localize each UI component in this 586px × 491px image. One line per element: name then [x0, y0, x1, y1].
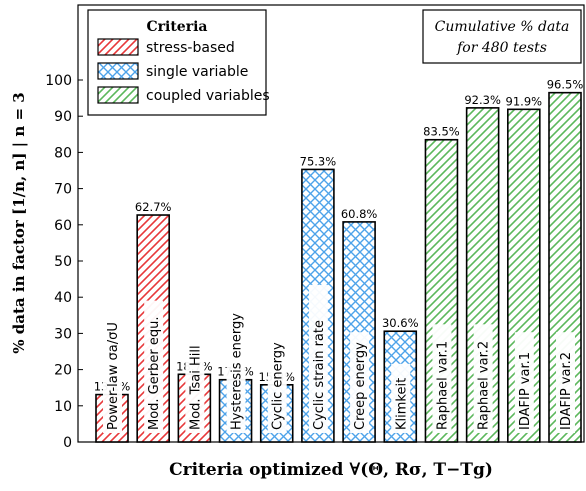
category-label: Mod. Tsai Hill — [188, 345, 203, 430]
category-label-background — [473, 324, 493, 433]
category-label-background — [350, 332, 370, 433]
legend: Criteria stress-based single variable coup… — [87, 9, 270, 116]
legend-swatch-stress — [97, 38, 139, 56]
bar-value-label: 62.7% — [135, 200, 172, 214]
legend-swatch-coupled — [97, 86, 139, 104]
category-label: IDAFIP var.1 — [518, 352, 533, 430]
legend-label: coupled variables — [146, 88, 270, 104]
y-tick-label: 30 — [54, 326, 72, 342]
bar-value-label: 30.6% — [382, 316, 419, 330]
bar-value-label: 96.5% — [547, 78, 584, 92]
category-label-background — [267, 324, 287, 433]
category-label: Creep energy — [353, 342, 368, 430]
x-axis-label: Criteria optimized ∀(Θ, Rσ, T−Tg) — [169, 460, 493, 480]
category-label: Cyclic strain rate — [312, 320, 327, 430]
bar-value-label: 83.5% — [423, 125, 460, 139]
y-tick-label: 20 — [54, 363, 72, 379]
y-tick-label: 60 — [54, 218, 72, 234]
bar-value-label: 91.9% — [506, 94, 543, 108]
annotation-frame — [422, 9, 582, 64]
category-label-background — [432, 324, 452, 433]
bar-value-label: 60.8% — [341, 207, 378, 221]
y-axis-label: % data in factor [1/n, n] | n = 3 — [10, 92, 28, 353]
category-label-background — [144, 300, 164, 433]
category-label: Raphael var.1 — [435, 341, 450, 430]
y-tick-label: 80 — [54, 145, 72, 161]
y-tick-label: 90 — [54, 109, 72, 125]
category-label: Cyclic energy — [271, 342, 286, 430]
y-tick-label: 0 — [63, 435, 72, 451]
category-label-background — [103, 308, 122, 433]
category-label-background — [391, 363, 411, 433]
y-tick-label: 10 — [54, 399, 72, 415]
bar-value-label: 75.3% — [300, 154, 337, 168]
category-label: IDAFIP var.2 — [559, 352, 574, 430]
category-label-background — [226, 292, 246, 433]
category-label: Raphael var.2 — [477, 341, 492, 430]
y-tick-label: 50 — [54, 254, 72, 270]
annotation-line-1: Cumulative % data — [435, 19, 570, 35]
y-tick-label: 40 — [54, 290, 72, 306]
legend-label: stress-based — [146, 40, 235, 56]
category-label-background — [185, 316, 205, 433]
y-tick-label: 70 — [54, 182, 72, 198]
category-label: Power-law σa/σU — [106, 322, 121, 430]
category-label: Klimkeit — [394, 378, 409, 430]
y-tick-label: 100 — [45, 73, 72, 89]
category-label-background — [308, 284, 328, 433]
category-label-background — [514, 332, 534, 433]
legend-swatch-single — [97, 62, 139, 80]
bar-value-label: 92.3% — [464, 93, 501, 107]
annotation-box: Cumulative % data for 480 tests — [422, 9, 582, 64]
legend-label: single variable — [146, 64, 248, 80]
annotation-line-2: for 480 tests — [456, 40, 547, 56]
legend-title: Criteria — [147, 19, 208, 35]
category-label: Mod. Gerber equ. — [147, 317, 162, 430]
category-label-background — [556, 332, 575, 433]
category-label: Hysteresis energy — [230, 313, 245, 430]
